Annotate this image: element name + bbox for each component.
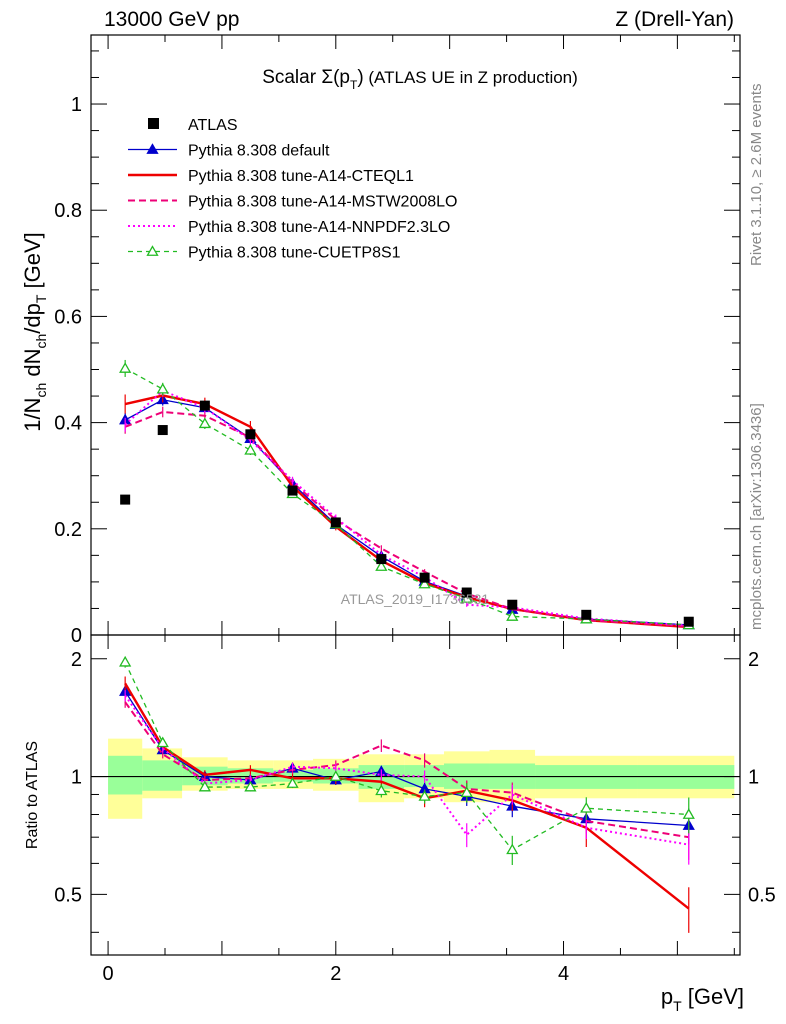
y-tick-label: 1: [71, 94, 82, 116]
series-4-point: [506, 610, 519, 621]
legend-label-series-2: Pythia 8.308 tune-A14-MSTW2008LO: [188, 194, 457, 211]
x-axis-label: pT [GeV]: [661, 984, 744, 1014]
data-point: [461, 587, 472, 598]
series-4-point: [244, 443, 257, 455]
series-4-point: [198, 417, 211, 429]
series-4-ratio-point: [580, 801, 593, 813]
y-tick-label: 0.6: [54, 306, 82, 328]
data-point: [245, 429, 256, 440]
y-tick-label: 0: [71, 625, 82, 647]
series-4-ratio-point: [460, 786, 473, 797]
data-point: [199, 400, 210, 411]
ratio-y-tick-label-right: 1: [748, 767, 759, 789]
ratio-band-inner: [142, 760, 183, 791]
series-4-line: [124, 367, 689, 626]
legend-marker-series-0: [146, 143, 159, 154]
legend-label-atlas: ATLAS: [188, 117, 238, 134]
series-4-point: [119, 362, 132, 373]
data-point: [376, 554, 387, 565]
series-3-line: [124, 389, 689, 627]
ratio-band-inner: [108, 755, 143, 795]
header-right: Z (Drell-Yan): [615, 8, 734, 31]
legend-label-series-4: Pythia 8.308 tune-CUETP8S1: [188, 245, 401, 262]
data-point: [120, 494, 131, 505]
series-4-ratio-point: [156, 736, 169, 748]
x-tick-label: 2: [330, 963, 341, 985]
ratio-y-axis-label: Ratio to ATLAS: [24, 741, 41, 849]
legend-label-series-3: Pythia 8.308 tune-A14-NNPDF2.3LO: [188, 219, 450, 236]
series-4-point: [156, 382, 169, 394]
series-4-ratio-line: [124, 661, 689, 851]
series-4-ratio-point: [506, 843, 519, 855]
data-point: [157, 425, 168, 436]
y-tick-label: 0.8: [54, 200, 82, 222]
axes-ticks: 0 2 400.20.40.60.810.5 0.51 12 2: [54, 35, 776, 985]
ratio-y-tick-label-right: 0.5: [748, 884, 776, 906]
ratio-y-tick-label: 0.5: [54, 884, 82, 906]
ratio-y-tick-label: 1: [71, 767, 82, 789]
series-4-ratio-point: [418, 790, 431, 801]
series-2-ratio-line: [124, 701, 689, 839]
legend-label-series-0: Pythia 8.308 default: [188, 143, 330, 160]
series-4-point: [375, 560, 388, 571]
legend-marker-series-4: [146, 245, 159, 256]
series-4-ratio-point: [244, 780, 257, 792]
ratio-plot-frame: [90, 634, 741, 956]
series-2-line: [124, 410, 689, 628]
series-0-ratio-line: [124, 691, 689, 827]
series-4-ratio-point: [375, 784, 388, 796]
y-tick-label: 0.2: [54, 519, 82, 541]
x-tick-label: 4: [558, 963, 569, 985]
data-point: [683, 616, 694, 627]
series-4-ratio-point: [329, 770, 342, 781]
series-4-ratio-point: [198, 780, 211, 792]
chart-title: Scalar Σ(pT) (ATLAS UE in Z production): [262, 67, 578, 92]
series-4-point: [418, 577, 431, 589]
series-4-point: [460, 592, 473, 603]
data-point: [419, 572, 430, 583]
legend-marker-atlas: [148, 118, 159, 129]
series-3-ratio-line: [124, 695, 689, 846]
data-point: [287, 485, 298, 496]
legend: ATLAS Pythia 8.308 default Pythia 8.308 tu…: [128, 117, 457, 262]
x-tick-label: 0: [103, 963, 114, 985]
data-point: [507, 599, 518, 610]
atlas-data-points: [120, 400, 694, 627]
y-tick-label: 0.4: [54, 413, 82, 435]
main-series-layer: [119, 359, 695, 630]
header-left: 13000 GeV pp: [104, 8, 240, 31]
series-4-ratio-point: [119, 655, 132, 667]
watermark: ATLAS_2019_I1736531: [341, 591, 490, 607]
data-point: [581, 609, 592, 620]
series-4-ratio-point: [682, 808, 695, 819]
y-axis-label: 1/Nch dNch/dpT [GeV]: [20, 232, 49, 432]
series-1-ratio-line: [124, 682, 690, 910]
legend-label-series-1: Pythia 8.308 tune-A14-CTEQL1: [188, 168, 414, 185]
series-4-ratio-point: [286, 777, 299, 788]
ratio-y-tick-label-right: 2: [748, 649, 759, 671]
data-point: [330, 517, 341, 528]
ratio-y-tick-label: 2: [71, 649, 82, 671]
ratio-series-layer: [119, 655, 695, 933]
